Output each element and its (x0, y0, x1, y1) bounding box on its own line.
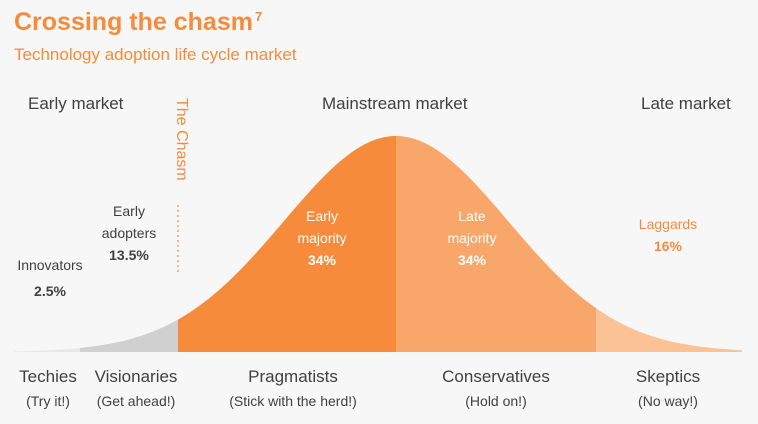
early-majority-segment (178, 136, 396, 352)
late-majority-pct: 34% (457, 252, 487, 268)
early-adopters-label: Early adopters 13.5% (83, 200, 175, 266)
title-footnote: 7 (254, 8, 263, 24)
innovators-segment (14, 348, 80, 352)
late-majority-label: Late majority 34% (424, 205, 520, 271)
group-skeptics: Skeptics (No way!) (618, 366, 718, 412)
page-subtitle: Technology adoption life cycle market (14, 45, 297, 64)
group-visionaries-name: Visionaries (94, 367, 178, 386)
laggards-name: Laggards (638, 216, 698, 232)
early-majority-line2: majority (297, 230, 347, 246)
late-market-label: Late market (641, 94, 731, 113)
early-majority-label: Early majority 34% (274, 205, 370, 271)
group-pragmatists-motto: (Stick with the herd!) (229, 393, 357, 409)
group-visionaries: Visionaries (Get ahead!) (84, 366, 188, 412)
chasm-label: The Chasm (173, 98, 190, 181)
late-majority-line2: majority (447, 230, 497, 246)
group-pragmatists: Pragmatists (Stick with the herd!) (212, 366, 374, 412)
late-majority-line1: Late (458, 208, 486, 224)
group-techies-name: Techies (19, 367, 77, 386)
group-conservatives: Conservatives (Hold on!) (430, 366, 562, 412)
group-visionaries-motto: (Get ahead!) (96, 393, 176, 409)
laggards-segment (596, 308, 742, 352)
early-market-label: Early market (28, 94, 124, 113)
early-adopters-line1: Early (113, 203, 145, 219)
innovators-pct: 2.5% (34, 283, 66, 299)
laggards-pct: 16% (653, 238, 683, 254)
late-majority-segment (396, 136, 596, 352)
title-text: Crossing the chasm (14, 8, 253, 36)
group-techies-motto: (Try it!) (26, 393, 70, 409)
early-adopters-segment (80, 319, 178, 352)
laggards-label: Laggards 16% (620, 213, 716, 257)
group-conservatives-motto: (Hold on!) (465, 393, 527, 409)
innovators-label: Innovators 2.5% (2, 254, 98, 302)
group-techies: Techies (Try it!) (4, 366, 92, 412)
mainstream-market-label: Mainstream market (322, 94, 468, 113)
group-pragmatists-name: Pragmatists (248, 367, 338, 386)
early-adopters-pct: 13.5% (109, 247, 149, 263)
group-skeptics-motto: (No way!) (638, 393, 698, 409)
early-majority-pct: 34% (307, 252, 337, 268)
early-majority-line1: Early (306, 208, 338, 224)
page-title: Crossing the chasm 7 (14, 8, 262, 37)
group-skeptics-name: Skeptics (635, 367, 701, 386)
group-conservatives-name: Conservatives (442, 367, 550, 386)
early-adopters-line2: adopters (101, 225, 157, 241)
innovators-name: Innovators (17, 257, 83, 273)
